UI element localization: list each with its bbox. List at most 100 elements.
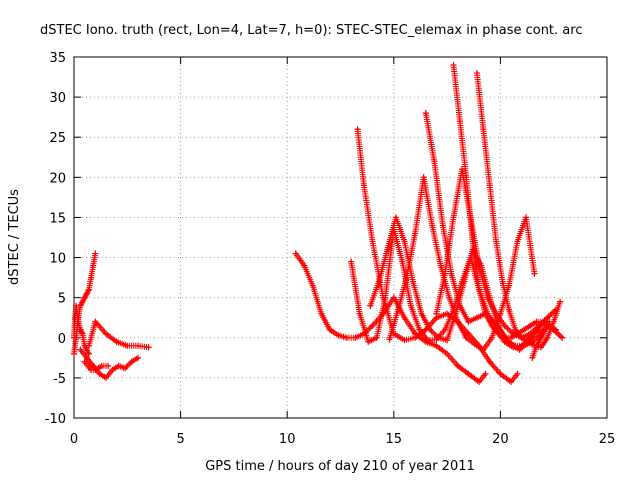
data-point [292,250,299,257]
data-point [88,274,95,281]
data-point [441,326,448,333]
data-point [444,337,451,344]
data-point [115,362,122,369]
data-point [365,338,372,345]
y-tick-label: 5 [58,292,66,307]
data-point [435,334,442,341]
data-point [527,322,534,329]
data-point [71,350,77,357]
data-point [446,294,453,301]
data-point [486,182,493,189]
data-point [505,282,512,289]
y-tick-label: 20 [49,171,66,186]
y-axis-label: dSTEC / TECUs [7,189,22,285]
data-point [122,365,129,372]
x-tick-label: 15 [386,432,403,447]
data-point [537,334,544,341]
grid-lines [74,57,607,418]
data-point [484,294,491,301]
data-point [348,258,355,265]
chart-title: dSTEC Iono. truth (rect, Lon=4, Lat=7, h… [40,23,582,38]
data-point [550,318,557,325]
data-point [301,262,308,269]
data-point [473,314,480,321]
data-point [369,322,376,329]
data-point [433,310,440,317]
data-point [401,337,408,344]
data-point [418,310,425,317]
data-point [81,358,88,365]
data-point [497,370,504,377]
data-point [486,358,493,365]
data-point [90,262,97,269]
data-point [96,370,103,377]
y-tick-label: 15 [49,211,66,226]
data-point [450,62,457,69]
data-point [71,334,77,341]
data-point [373,334,380,341]
data-point [501,334,508,341]
data-point [420,174,427,181]
data-point [369,238,376,245]
x-tick-label: 25 [599,432,616,447]
data-point [124,342,131,349]
data-point [444,350,451,357]
data-point [145,344,152,351]
data-point [531,270,538,277]
data-point [392,214,399,221]
data-point [508,341,515,348]
data-point [431,158,438,165]
series-5 [81,358,112,373]
data-point [480,126,487,133]
data-point [493,310,500,317]
data-point [488,322,495,329]
data-point [401,238,408,245]
data-point [422,110,429,117]
data-point [554,330,561,337]
series-12 [433,166,559,341]
data-point [85,350,92,357]
data-point [105,362,112,369]
data-point [544,314,551,321]
series-4 [77,346,141,381]
data-point [463,334,470,341]
data-point [416,326,423,333]
data-point [559,334,566,341]
data-point [441,270,448,277]
data-point [505,306,512,313]
data-point [456,302,463,309]
y-tick-label: 10 [49,252,66,267]
data-point [465,370,472,377]
data-point [401,314,408,321]
data-point [352,334,359,341]
data-point [465,318,472,325]
data-point [356,310,363,317]
data-point [527,330,534,337]
data-point [83,290,90,297]
data-point [367,302,374,309]
plot-border [73,56,608,419]
data-point [77,326,84,333]
data-point [375,278,382,285]
data-point [501,322,508,329]
y-tick-label: -10 [45,412,66,427]
data-point [476,378,483,385]
series-markers [473,70,564,351]
data-point [73,302,80,309]
data-point [550,326,557,333]
x-tick-label: 10 [279,432,296,447]
data-point [482,310,489,317]
data-series [71,62,566,385]
data-point [495,330,502,337]
data-point [113,338,120,345]
data-point [557,298,564,305]
data-point [437,262,444,269]
data-point [544,334,551,341]
data-point [533,318,540,325]
data-point [522,214,529,221]
data-point [512,326,519,333]
data-point [514,238,521,245]
series-14 [473,70,564,351]
data-point [439,222,446,229]
